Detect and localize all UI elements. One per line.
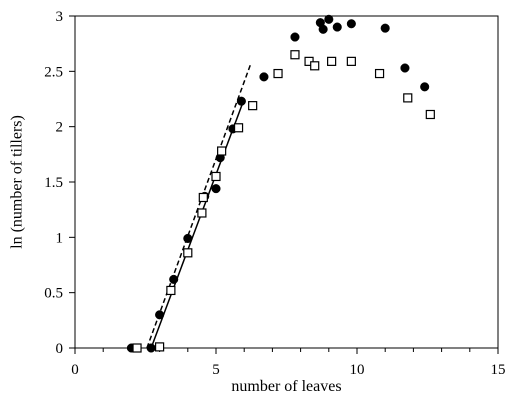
open-square-point [327,56,337,66]
x-axis-title: number of leaves [231,378,341,395]
x-axis-ticks [74,348,499,354]
open-square-point [403,93,413,103]
open-square-point [132,343,142,353]
filled-circle-point [236,96,246,106]
filled-circle-point [318,24,328,34]
x-tick-label: 15 [491,362,506,378]
x-tick-label: 0 [71,362,79,378]
y-tick-label: 1.5 [44,175,63,191]
fit-lines [146,62,252,349]
filled-circle-point [146,343,156,353]
filled-circle-point [324,14,334,24]
solid-fit-line [150,98,245,349]
dashed-fit-line [146,62,252,349]
open-square-point [217,146,227,156]
data-points [126,14,435,353]
y-tick-label: 2.5 [44,64,63,80]
open-square-point [183,248,193,258]
filled-circle-point [183,233,193,243]
y-tick-label: 0.5 [44,286,63,302]
open-square-point [374,68,385,79]
filled-circle-point [332,22,342,32]
open-square-point [425,109,435,120]
x-tick-label: 10 [350,362,365,378]
open-square-point [211,171,221,182]
y-tick-label: 3 [56,9,64,25]
filled-circle-point [259,72,269,82]
filled-circle-point [380,23,390,33]
y-tick-label: 1 [56,230,64,246]
open-square-point [197,208,207,218]
open-square-point [310,61,320,71]
open-square-point [273,68,283,79]
filled-circle-point [169,274,179,284]
y-tick-label: 2 [56,120,64,136]
filled-circle-point [420,82,430,92]
x-tick-label: 5 [212,362,220,378]
open-square-point [290,50,300,60]
filled-circle-point [211,184,221,194]
open-square-point [155,342,165,352]
y-axis-ticks [69,15,75,349]
open-square-point [166,285,176,296]
filled-circle-point [400,63,410,73]
x-axis-tick-labels: 0 5 10 15 [71,362,505,378]
filled-circle-point [346,19,356,29]
open-square-point [346,56,356,66]
open-square-point [198,192,208,203]
open-square-point [248,101,258,111]
filled-circle-point [155,310,165,320]
open-square-point [233,123,244,133]
y-axis-title: ln (number of tillers) [9,115,26,249]
plot-frame [74,15,499,349]
y-axis-tick-labels: 0 0.5 1 1.5 2 2.5 3 [44,9,63,357]
y-tick-label: 0 [56,341,64,357]
filled-circle-point [290,32,300,42]
